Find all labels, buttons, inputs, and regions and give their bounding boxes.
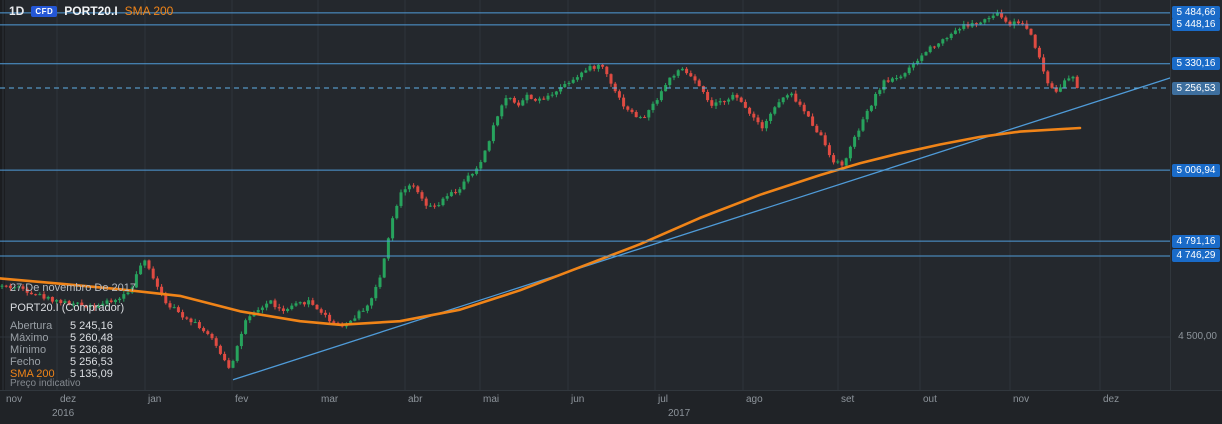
tooltip-row-label: Abertura	[10, 320, 53, 332]
instrument-symbol: PORT20.I	[64, 4, 118, 18]
time-axis[interactable]: nov dez jan fev mar abr mai jun jul ago set out nov d…	[0, 390, 1222, 424]
month-label: jul	[658, 394, 669, 405]
price-axis[interactable]: 5 484,66 5 448,16 5 330,16 5 256,53 5 006,94…	[1170, 0, 1222, 390]
price-level-tag[interactable]: 5 484,66	[1172, 6, 1220, 20]
chart-header: 1D CFD PORT20.I SMA 200	[9, 4, 173, 18]
tooltip-row-label: Mínimo	[10, 344, 47, 356]
indicative-price-note: Preço indicativo	[10, 378, 81, 389]
month-label: set	[841, 394, 855, 405]
trendline[interactable]	[232, 60, 1222, 381]
price-tick-label: 4 500,00	[1178, 331, 1217, 342]
tooltip-row: SMA 200 5 135,09	[10, 368, 136, 381]
tooltip-row-value: 5 236,88	[70, 344, 113, 356]
gridlines	[0, 0, 1170, 390]
month-label: mai	[483, 394, 500, 405]
ohlc-tooltip: 27 De novembro De 2017 PORT20.I (Comprad…	[10, 282, 136, 381]
tooltip-row-label: SMA 200	[10, 368, 55, 380]
price-level-tag[interactable]: 5 448,16	[1172, 18, 1220, 32]
price-level-tag[interactable]: 5 330,16	[1172, 57, 1220, 71]
price-level-tag[interactable]: 5 006,94	[1172, 163, 1220, 177]
price-level-tag[interactable]: 4 746,29	[1172, 249, 1220, 263]
tooltip-row-label: Máximo	[10, 332, 49, 344]
tooltip-title: PORT20.I (Comprador)	[10, 301, 125, 314]
month-label: nov	[1013, 394, 1030, 405]
tooltip-row: Abertura 5 245,16	[10, 320, 136, 333]
last-price-tag[interactable]: 5 256,53	[1172, 81, 1220, 95]
month-label: ago	[746, 394, 763, 405]
tooltip-row: Máximo 5 260,48	[10, 332, 136, 345]
month-label: jan	[148, 394, 162, 405]
tooltip-rows: Abertura 5 245,16 Máximo 5 260,48 Mínimo 5 23…	[10, 320, 136, 381]
year-label: 2016	[52, 408, 75, 419]
month-label: abr	[408, 394, 423, 405]
sma-200-line[interactable]	[0, 126, 1082, 327]
month-label: dez	[1103, 394, 1120, 405]
tooltip-row: Fecho 5 256,53	[10, 356, 136, 369]
tooltip-row-value: 5 245,16	[70, 320, 113, 332]
cfd-badge: CFD	[31, 5, 58, 17]
month-label: fev	[235, 394, 249, 405]
price-level-tag[interactable]: 4 791,16	[1172, 234, 1220, 248]
sma-overlay-label[interactable]: SMA 200	[124, 4, 174, 18]
tooltip-row-value: 5 256,53	[70, 356, 113, 368]
tooltip-row-label: Fecho	[10, 356, 41, 368]
candlestick-series	[0, 9, 1079, 370]
tooltip-row-value: 5 260,48	[70, 332, 113, 344]
month-label: dez	[60, 394, 77, 405]
tooltip-date: 27 De novembro De 2017	[10, 282, 136, 294]
month-label: out	[923, 394, 937, 405]
month-label: jun	[571, 394, 585, 405]
tooltip-row: Mínimo 5 236,88	[10, 344, 136, 357]
tooltip-row-value: 5 135,09	[70, 368, 113, 380]
timeframe-dropdown[interactable]: 1D	[9, 4, 25, 18]
year-label: 2017	[668, 408, 691, 419]
month-label: mar	[321, 394, 339, 405]
month-label: nov	[6, 394, 23, 405]
